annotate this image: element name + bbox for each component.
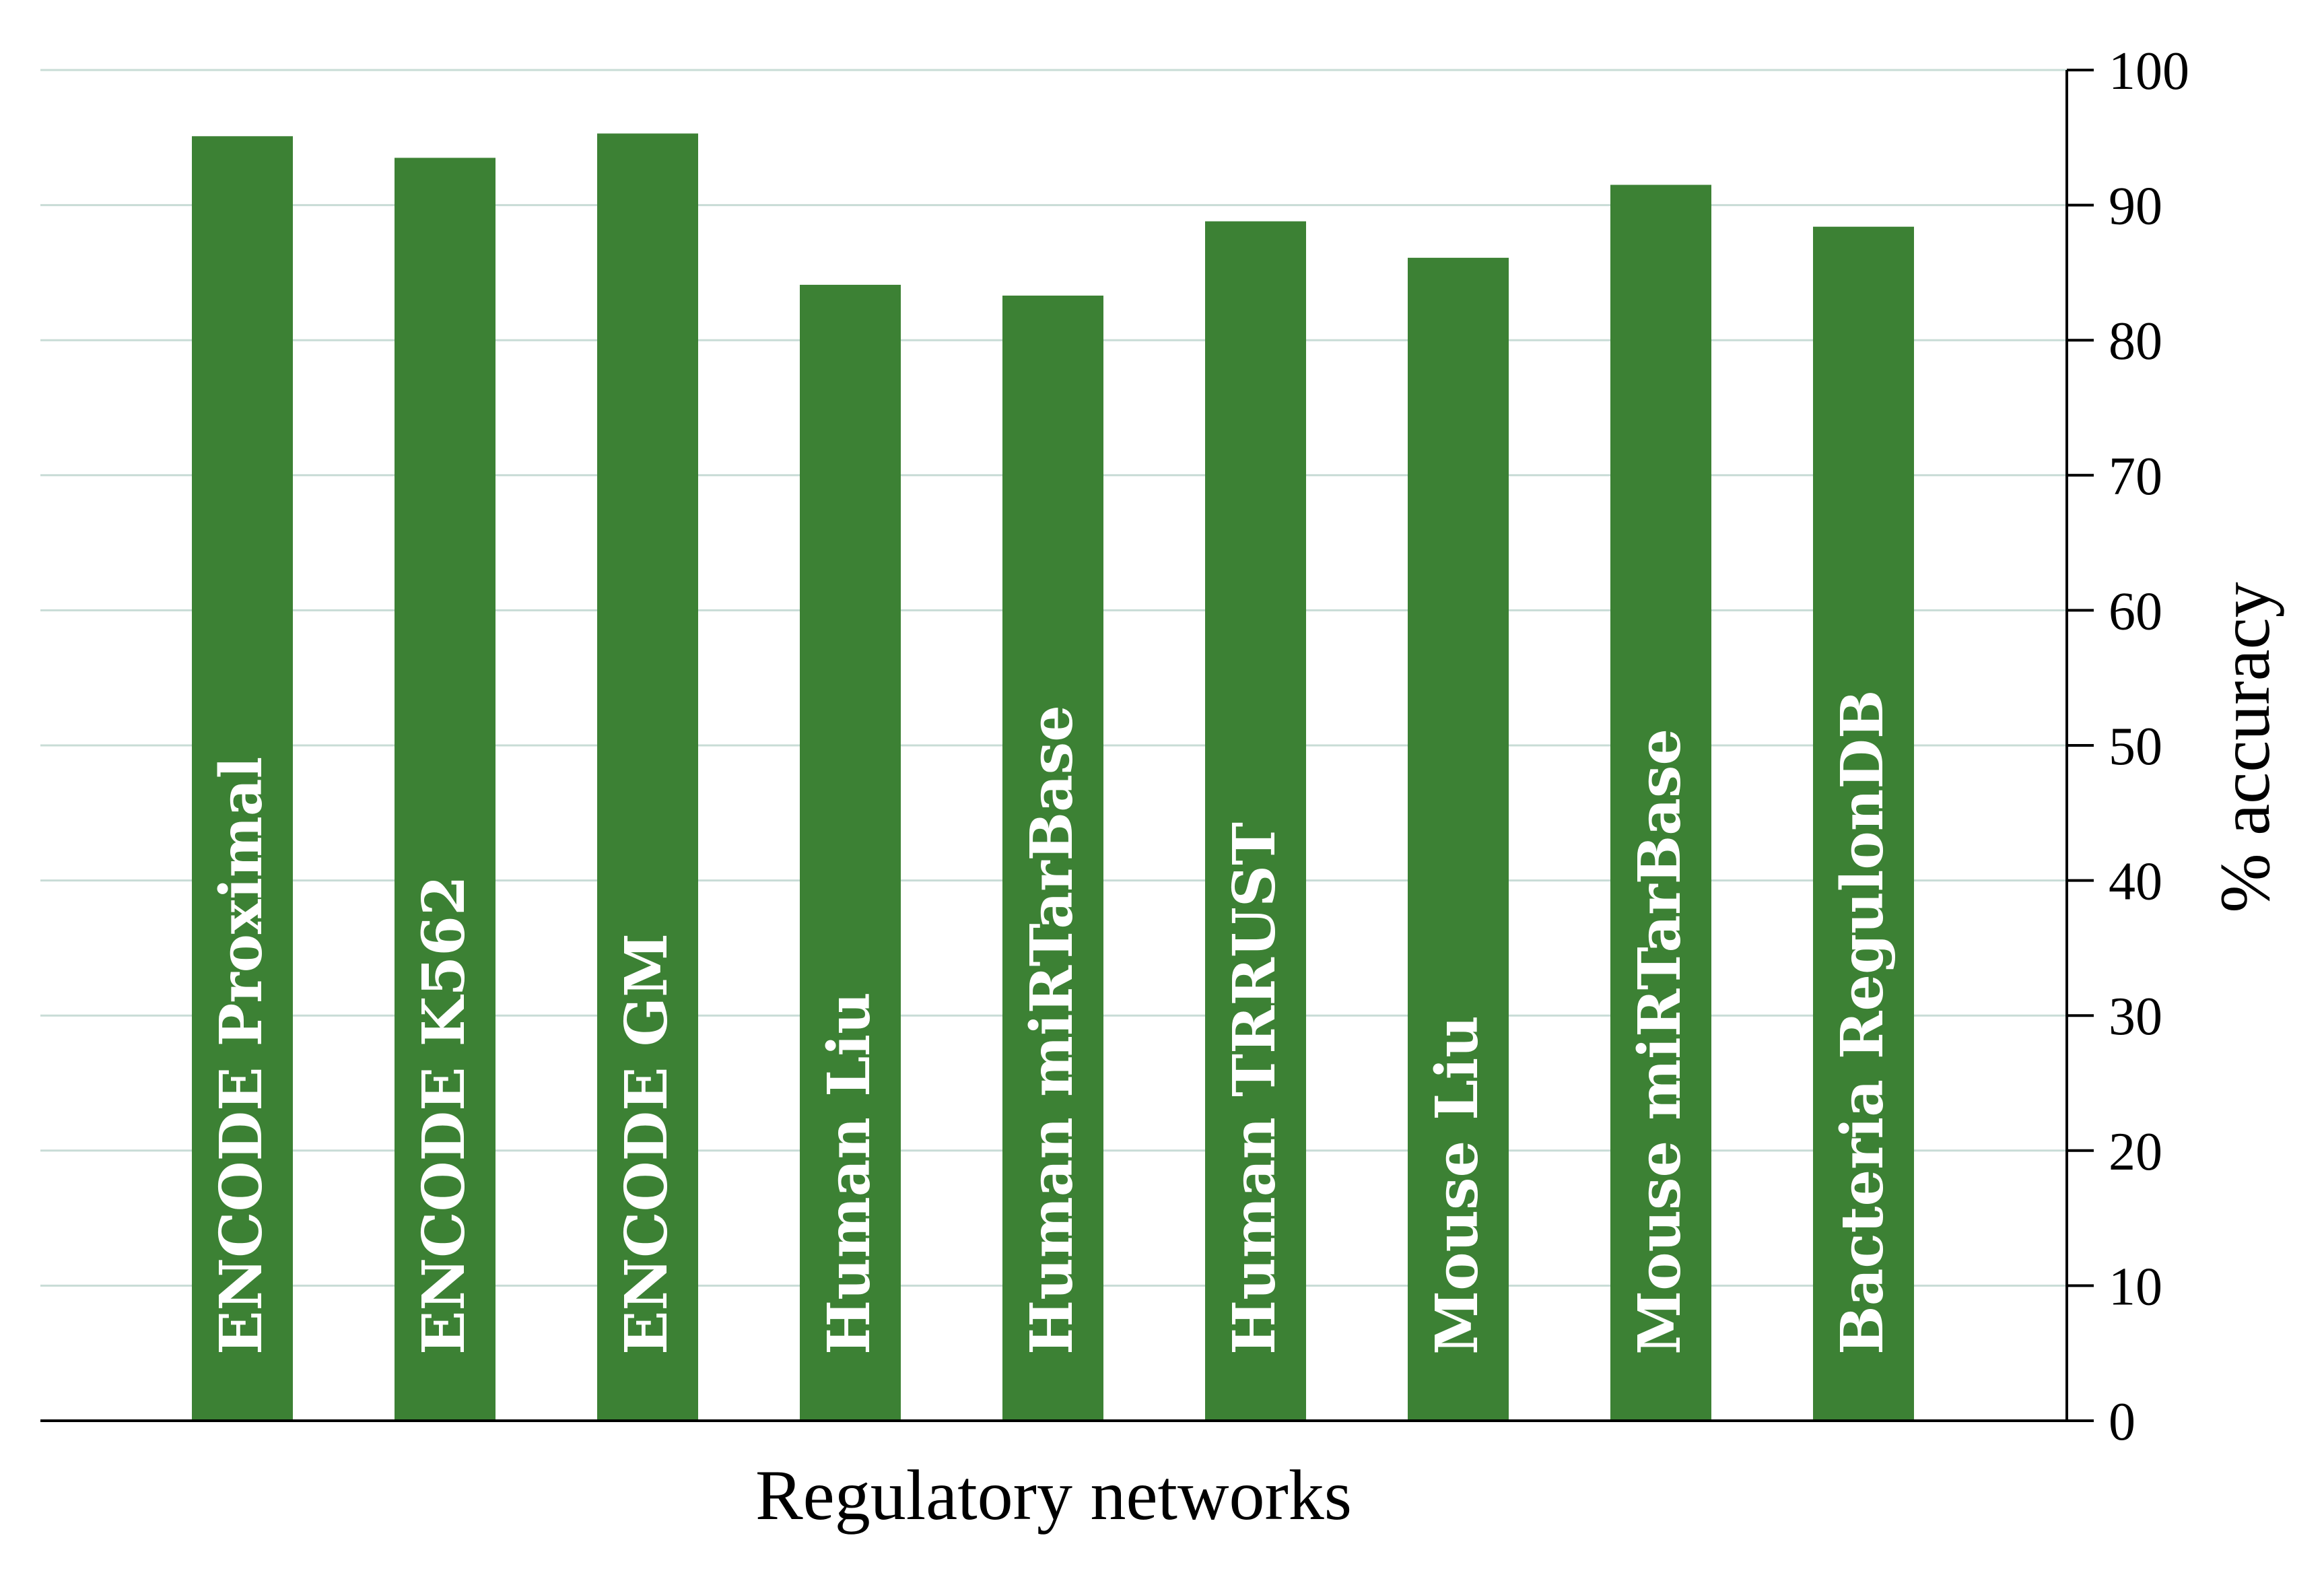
bar	[1610, 184, 1711, 1421]
y-tick-label: 50	[2109, 717, 2162, 776]
y-axis-label: % accuracy	[2206, 582, 2284, 912]
bar-category-labels: ENCODE Proximal ENCODE K562 ENCODE GM Human…	[207, 689, 1896, 1355]
bar-category-label: Mouse miRTarBase	[1626, 729, 1694, 1355]
y-tick-label: 80	[2109, 312, 2162, 371]
x-axis-label: Regulatory networks	[755, 1456, 1352, 1535]
bar	[1408, 257, 1509, 1421]
y-tick-label: 30	[2109, 987, 2162, 1046]
y-tick-label: 40	[2109, 852, 2162, 912]
y-tick-label: 70	[2109, 447, 2162, 506]
y-tick-label: 20	[2109, 1122, 2162, 1182]
y-tick-label: 100	[2109, 42, 2189, 101]
bar	[597, 133, 698, 1421]
bars	[192, 133, 1914, 1421]
bar	[395, 158, 495, 1421]
y-tick-label: 60	[2109, 582, 2162, 641]
bar-category-label: Human Liu	[815, 992, 883, 1355]
bar-category-label: Mouse Liu	[1423, 1015, 1491, 1355]
bar-category-label: Bacteria RegulonDB	[1829, 689, 1896, 1355]
bar-category-label: ENCODE Proximal	[207, 757, 275, 1355]
y-axis-ticks: 0 10 20 30 40 50 60 70 80 90 100	[2067, 42, 2189, 1452]
y-tick-label: 0	[2109, 1392, 2135, 1452]
bar	[800, 284, 901, 1421]
bar-category-label: Human miRTarBase	[1018, 705, 1086, 1355]
bar	[192, 136, 293, 1421]
y-tick-label: 10	[2109, 1257, 2162, 1316]
bar	[1813, 226, 1914, 1421]
y-tick-label: 90	[2109, 177, 2162, 236]
bar-category-label: ENCODE K562	[410, 875, 478, 1355]
bar	[1002, 296, 1103, 1421]
bar-category-label: ENCODE GM	[613, 933, 681, 1355]
bar-category-label: Human TRRUST	[1221, 822, 1289, 1355]
bar	[1205, 221, 1306, 1421]
